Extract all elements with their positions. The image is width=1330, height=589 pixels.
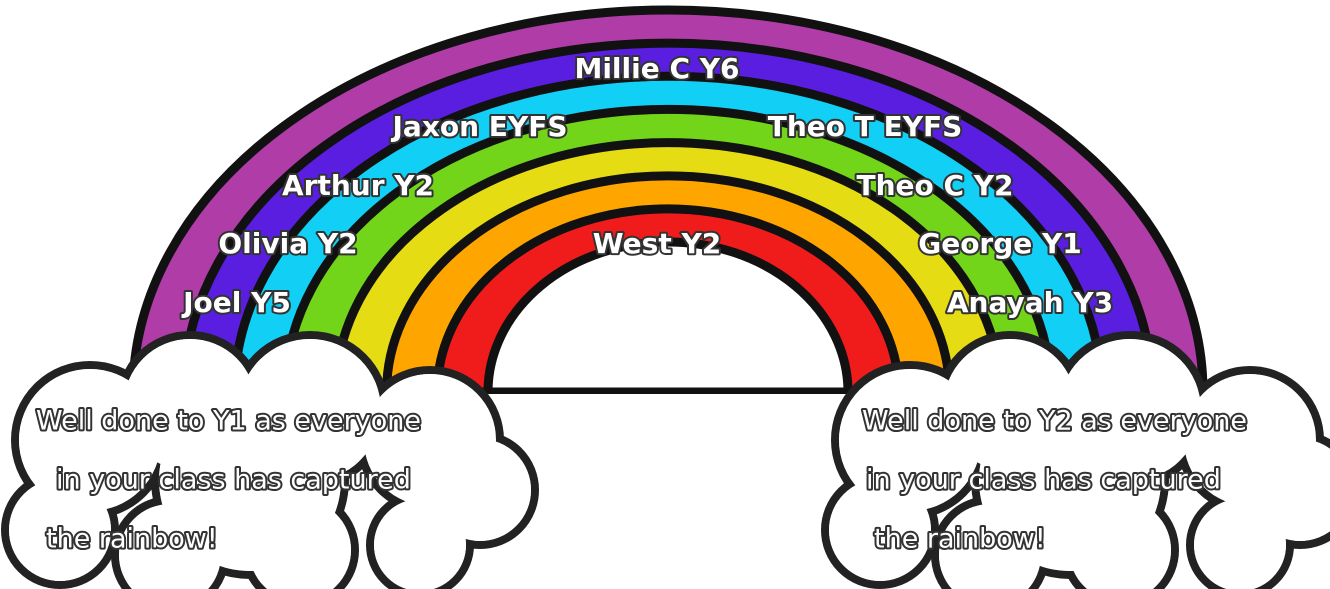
name: Arthur Y2 [282, 169, 434, 202]
rainbow-picture: Millie C Y6 Jaxon EYFS Theo T EYFS Arthu… [0, 0, 1330, 589]
name: Theo C Y2 [856, 169, 1013, 202]
cloud-text: Well done to Y1 as everyone [36, 406, 421, 437]
name: Olivia Y2 [218, 227, 357, 260]
name: Theo T EYFS [768, 110, 963, 143]
cloud-fill [374, 499, 466, 589]
cloud-text: in your class has captured [866, 465, 1221, 496]
cloud-text: Well done to Y2 as everyone [862, 406, 1247, 437]
cloud-fill [1194, 499, 1286, 589]
name: Millie C Y6 [574, 52, 739, 85]
name: Jaxon EYFS [391, 110, 568, 143]
cloud-text: the rainbow! [46, 524, 218, 555]
name: George Y1 [918, 227, 1082, 260]
cloud-text: in your class has captured [56, 465, 411, 496]
name: West Y2 [593, 227, 721, 260]
name: Anayah Y3 [947, 286, 1113, 319]
name: Joel Y5 [181, 286, 291, 319]
page: Millie C Y6 Jaxon EYFS Theo T EYFS Arthu… [0, 0, 1330, 589]
cloud-text: the rainbow! [874, 524, 1046, 555]
